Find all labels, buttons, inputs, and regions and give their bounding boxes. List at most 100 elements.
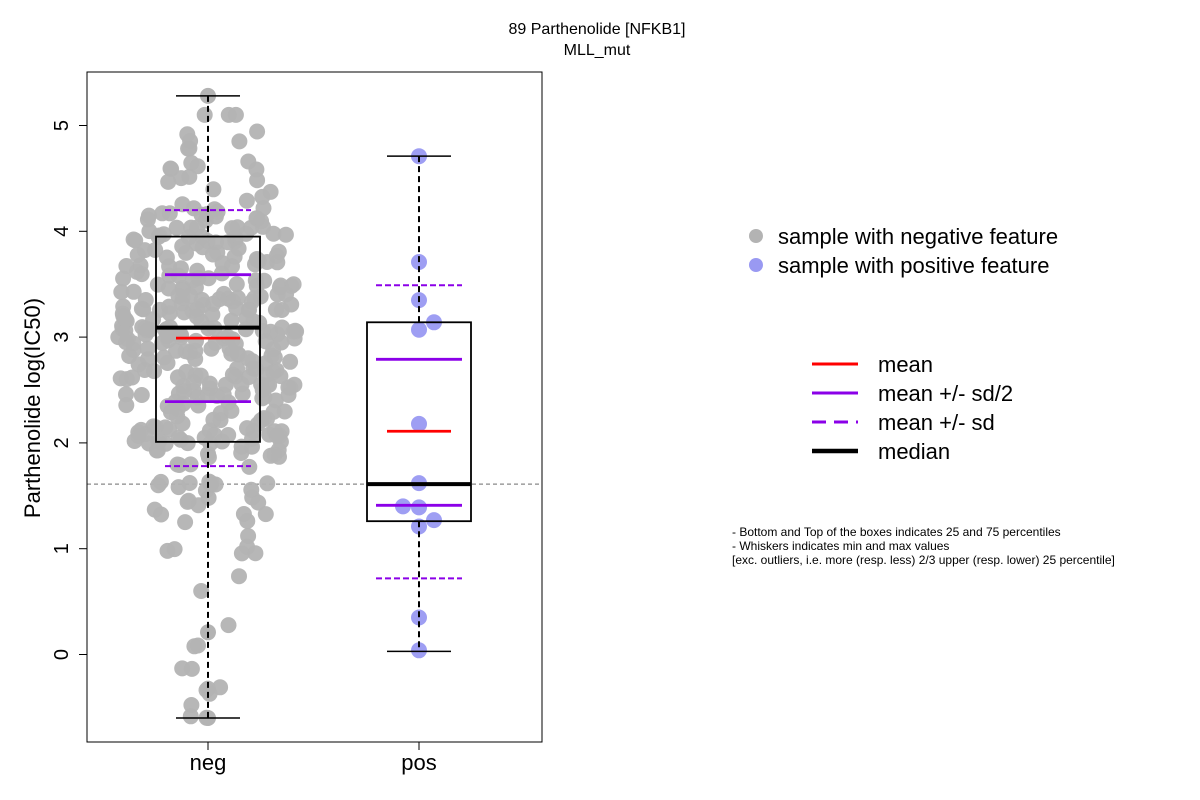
neg-sample-point xyxy=(183,660,200,677)
neg-sample-point xyxy=(223,312,240,329)
neg-sample-point xyxy=(118,397,135,414)
legend-line-label: mean +/- sd xyxy=(878,410,995,435)
neg-sample-point xyxy=(181,475,198,491)
neg-sample-point xyxy=(187,342,204,359)
footnote-line: - Whiskers indicates min and max values xyxy=(732,539,949,553)
neg-sample-point xyxy=(190,637,206,654)
y-tick-label: 1 xyxy=(51,543,73,554)
neg-sample-point xyxy=(257,506,274,523)
neg-sample-point xyxy=(196,106,213,123)
neg-sample-point xyxy=(161,298,178,315)
y-axis-label: Parthenolide log(IC50) xyxy=(20,298,45,518)
neg-sample-point xyxy=(271,448,287,465)
neg-sample-point xyxy=(189,262,206,279)
neg-sample-point xyxy=(209,203,226,220)
neg-sample-point xyxy=(246,290,263,306)
neg-sample-point xyxy=(265,341,282,358)
neg-sample-point xyxy=(137,320,154,337)
neg-sample-point xyxy=(282,379,299,396)
neg-sample-point xyxy=(198,682,215,699)
neg-sample-point xyxy=(239,513,256,529)
legend-layer: sample with negative feature sample with … xyxy=(749,224,1058,464)
neg-sample-point xyxy=(231,133,248,150)
neg-sample-point xyxy=(180,492,197,509)
chart-subtitle: MLL_mut xyxy=(564,42,631,59)
neg-sample-point xyxy=(174,238,191,255)
neg-sample-point xyxy=(151,227,168,244)
neg-sample-point xyxy=(228,300,245,317)
neg-sample-point xyxy=(125,283,142,300)
box-layer xyxy=(155,95,472,719)
neg-sample-point xyxy=(193,313,210,330)
neg-sample-point xyxy=(239,538,256,555)
neg-sample-point xyxy=(234,385,251,402)
neg-sample-point xyxy=(115,308,132,324)
neg-sample-point xyxy=(182,708,199,725)
neg-sample-point xyxy=(256,272,273,289)
neg-sample-point xyxy=(174,196,191,213)
neg-sample-point xyxy=(267,301,284,318)
neg-sample-point xyxy=(245,360,262,377)
y-tick-label: 5 xyxy=(51,120,73,131)
legend-line-label: mean +/- sd/2 xyxy=(878,381,1013,406)
pos-sample-point xyxy=(411,415,427,432)
pos-sample-point xyxy=(411,642,427,659)
neg-sample-point xyxy=(183,697,200,713)
axis-layer: 0 1 2 3 4 5 neg pos xyxy=(51,120,437,775)
neg-sample-point xyxy=(223,402,240,419)
neg-sample-point xyxy=(285,276,302,293)
neg-sample-point xyxy=(205,181,222,198)
neg-sample-point xyxy=(207,234,224,251)
neg-sample-point xyxy=(265,364,282,381)
notes-layer: - Bottom and Top of the boxes indicates … xyxy=(732,525,1115,567)
neg-sample-point xyxy=(205,295,222,312)
neg-sample-point xyxy=(161,258,178,275)
neg-sample-point xyxy=(133,387,150,403)
neg-sample-point xyxy=(243,481,260,498)
neg-sample-point xyxy=(154,205,171,222)
neg-sample-point xyxy=(159,355,176,371)
neg-sample-point xyxy=(245,423,262,439)
y-tick-label: 3 xyxy=(51,332,73,343)
legend-point-label: sample with negative feature xyxy=(778,224,1058,249)
iqr-box xyxy=(366,321,472,523)
x-tick-label: neg xyxy=(190,750,227,775)
neg-sample-point xyxy=(112,370,129,387)
neg-sample-point xyxy=(220,427,237,443)
neg-sample-point xyxy=(173,170,190,187)
y-tick-label: 2 xyxy=(51,437,73,448)
neg-sample-point xyxy=(203,475,220,492)
y-tick-label: 0 xyxy=(51,649,73,660)
neg-sample-point xyxy=(169,401,186,417)
neg-sample-point xyxy=(185,382,202,399)
neg-sample-point xyxy=(182,133,199,149)
neg-sample-point xyxy=(118,258,135,274)
neg-sample-point xyxy=(139,211,156,228)
neg-sample-point xyxy=(238,192,255,209)
neg-sample-point xyxy=(166,541,183,558)
neg-sample-point xyxy=(168,219,185,236)
neg-sample-point xyxy=(199,387,216,403)
pos-sample-point xyxy=(411,609,427,626)
neg-sample-point xyxy=(192,367,209,384)
neg-sample-point xyxy=(249,172,266,189)
legend-point-label: sample with positive feature xyxy=(778,253,1049,278)
pos-sample-point xyxy=(426,512,442,529)
neg-sample-point xyxy=(125,231,142,248)
neg-sample-point xyxy=(193,583,210,599)
neg-sample-point xyxy=(140,435,157,452)
neg-sample-point xyxy=(271,279,288,296)
neg-sample-point xyxy=(177,514,194,531)
iqr-box xyxy=(155,235,261,443)
neg-sample-point xyxy=(276,403,293,420)
neg-sample-point xyxy=(259,475,276,492)
neg-sample-point xyxy=(146,501,163,518)
neg-sample-point xyxy=(283,296,300,313)
neg-sample-point xyxy=(227,106,244,123)
neg-sample-point xyxy=(184,302,201,319)
points-layer xyxy=(110,87,442,726)
neg-sample-point xyxy=(129,246,146,263)
neg-sample-point xyxy=(152,473,169,490)
neg-sample-point xyxy=(249,251,266,268)
